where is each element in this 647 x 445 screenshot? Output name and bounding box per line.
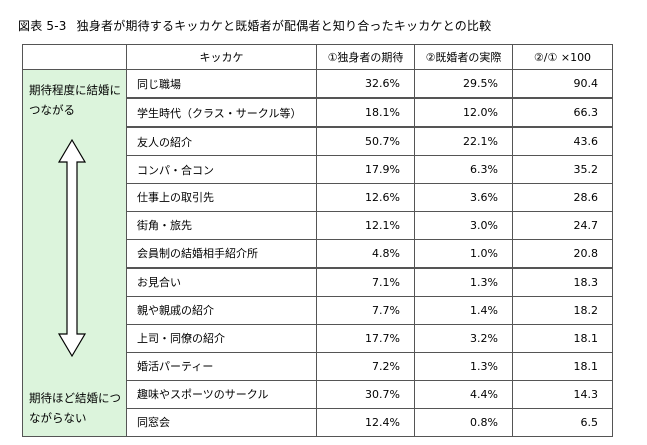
row-married: 22.1%	[414, 126, 513, 157]
table-row: 仕事上の取引先 12.6% 3.6% 28.6	[23, 183, 613, 212]
table-row: 上司・同僚の紹介 17.7% 3.2% 18.1	[23, 323, 613, 353]
row-single: 30.7%	[316, 379, 415, 409]
figure-title: 図表 5-3 独身者が期待するキッカケと既婚者が配偶者と知り合ったキッカケとの比較	[18, 17, 491, 34]
row-married: 3.6%	[414, 183, 513, 212]
side-annotation: 期待程度に結婚につながる 期待ほど結婚につながらない	[22, 69, 127, 437]
row-label: 街角・旅先	[126, 210, 317, 240]
row-label: 友人の紹介	[126, 126, 317, 157]
table-row: コンパ・合コン 17.9% 6.3% 35.2	[23, 155, 613, 184]
row-married: 3.0%	[414, 210, 513, 240]
row-ratio: 35.2	[512, 155, 613, 184]
row-single: 50.7%	[316, 126, 415, 157]
row-single: 7.2%	[316, 351, 415, 381]
table-row: 友人の紹介 50.7% 22.1% 43.6	[23, 126, 613, 157]
row-single: 32.6%	[316, 69, 415, 99]
row-married: 1.0%	[414, 238, 513, 269]
row-single: 7.7%	[316, 295, 415, 325]
row-label: 趣味やスポーツのサークル	[126, 379, 317, 409]
double-arrow-icon	[57, 138, 87, 358]
row-label: 婚活パーティー	[126, 351, 317, 381]
row-label: 同じ職場	[126, 69, 317, 99]
row-ratio: 43.6	[512, 126, 613, 157]
header-married-actual: ②既婚者の実際	[414, 44, 513, 70]
table-row: 街角・旅先 12.1% 3.0% 24.7	[23, 210, 613, 240]
row-single: 7.1%	[316, 267, 415, 297]
row-label: 上司・同僚の紹介	[126, 323, 317, 353]
row-ratio: 18.1	[512, 323, 613, 353]
row-ratio: 28.6	[512, 183, 613, 212]
row-married: 29.5%	[414, 69, 513, 99]
row-single: 18.1%	[316, 97, 415, 129]
header-label: キッカケ	[126, 44, 317, 70]
row-married: 1.3%	[414, 267, 513, 297]
row-label: 親や親戚の紹介	[126, 295, 317, 325]
row-single: 4.8%	[316, 238, 415, 269]
row-ratio: 90.4	[512, 69, 613, 99]
row-single: 17.7%	[316, 323, 415, 353]
row-label: 仕事上の取引先	[126, 183, 317, 212]
table-row: 親や親戚の紹介 7.7% 1.4% 18.2	[23, 295, 613, 325]
table-row: 会員制の結婚相手紹介所 4.8% 1.0% 20.8	[23, 238, 613, 269]
row-ratio: 18.3	[512, 267, 613, 297]
header-ratio: ②/① ×100	[512, 44, 613, 70]
row-married: 12.0%	[414, 97, 513, 129]
comparison-table: キッカケ ①独身者の期待 ②既婚者の実際 ②/① ×100 期待程度に結婚につな…	[22, 44, 613, 438]
row-ratio: 18.1	[512, 351, 613, 381]
row-label: 会員制の結婚相手紹介所	[126, 238, 317, 269]
table-row: 同窓会 12.4% 0.8% 6.5	[23, 407, 613, 438]
row-married: 1.3%	[414, 351, 513, 381]
row-married: 1.4%	[414, 295, 513, 325]
header-single-expect: ①独身者の期待	[316, 44, 415, 70]
row-ratio: 6.5	[512, 407, 613, 438]
side-top-text: 期待程度に結婚につながる	[29, 83, 121, 117]
table-row: 期待程度に結婚につながる 期待ほど結婚につながらない 同じ職場 32.6% 29…	[22, 69, 613, 437]
row-married: 0.8%	[414, 407, 513, 438]
table-row: 趣味やスポーツのサークル 30.7% 4.4% 14.3	[23, 379, 613, 409]
row-ratio: 18.2	[512, 295, 613, 325]
row-label: お見合い	[126, 267, 317, 297]
row-single: 17.9%	[316, 155, 415, 184]
row-ratio: 24.7	[512, 210, 613, 240]
row-married: 6.3%	[414, 155, 513, 184]
row-label: 学生時代（クラス・サークル等）	[126, 97, 317, 129]
row-ratio: 20.8	[512, 238, 613, 269]
row-label: コンパ・合コン	[126, 155, 317, 184]
row-ratio: 66.3	[512, 97, 613, 129]
row-label: 同窓会	[126, 407, 317, 438]
figure-number: 図表 5-3	[18, 19, 67, 33]
side-bottom-text: 期待ほど結婚につながらない	[29, 391, 121, 425]
row-married: 4.4%	[414, 379, 513, 409]
row-single: 12.6%	[316, 183, 415, 212]
row-ratio: 14.3	[512, 379, 613, 409]
row-single: 12.1%	[316, 210, 415, 240]
row-single: 12.4%	[316, 407, 415, 438]
table-row: 学生時代（クラス・サークル等） 18.1% 12.0% 66.3	[23, 97, 613, 129]
figure-title-text: 独身者が期待するキッカケと既婚者が配偶者と知り合ったキッカケとの比較	[76, 19, 492, 33]
table-row: 婚活パーティー 7.2% 1.3% 18.1	[23, 351, 613, 381]
table-row: お見合い 7.1% 1.3% 18.3	[23, 267, 613, 297]
row-married: 3.2%	[414, 323, 513, 353]
header-row: キッカケ ①独身者の期待 ②既婚者の実際 ②/① ×100	[22, 44, 613, 70]
header-blank	[22, 44, 127, 70]
